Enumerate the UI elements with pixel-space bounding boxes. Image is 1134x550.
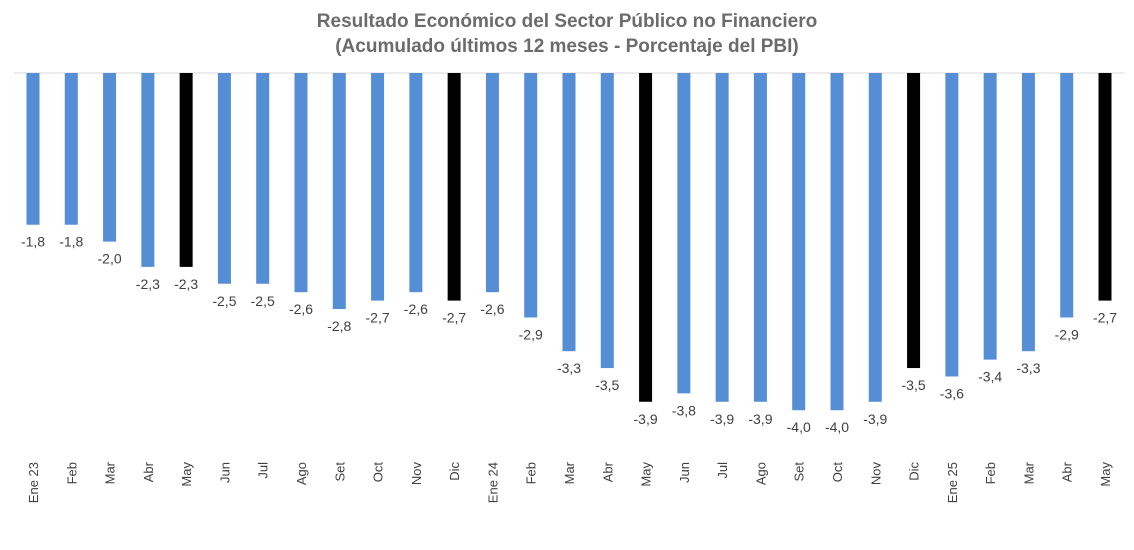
data-label: -2,6 <box>404 301 428 317</box>
chart-subtitle: (Acumulado últimos 12 meses - Porcentaje… <box>335 36 799 57</box>
bar <box>371 73 385 301</box>
data-label: -3,8 <box>672 402 696 418</box>
bar <box>600 73 614 369</box>
data-label: -2,6 <box>289 301 313 317</box>
bar <box>256 73 270 284</box>
x-tick-label: Oct <box>371 462 386 483</box>
x-tick-label: Feb <box>524 462 539 484</box>
x-tick-label: Jul <box>256 462 271 479</box>
data-label: -2,3 <box>136 276 160 292</box>
bar <box>409 73 423 293</box>
data-label: -3,6 <box>940 385 964 401</box>
x-tick-label: Mar <box>103 461 118 484</box>
bar <box>907 73 921 369</box>
x-tick-label: Ene 24 <box>485 462 500 503</box>
data-label: -3,9 <box>863 411 887 427</box>
bar <box>524 73 538 318</box>
bar <box>1021 73 1035 352</box>
data-label: -3,4 <box>978 369 1002 385</box>
bar <box>792 73 806 411</box>
data-label: -2,8 <box>327 318 351 334</box>
x-tick-label: Ene 23 <box>26 462 41 503</box>
x-tick-label: Mar <box>1021 461 1036 484</box>
bar <box>753 73 767 402</box>
x-tick-label: May <box>179 462 194 487</box>
bar <box>868 73 882 402</box>
x-tick-label: Dic <box>447 462 462 481</box>
data-label: -2,7 <box>442 310 466 326</box>
x-tick-label: Jul <box>715 462 730 479</box>
bar <box>294 73 308 293</box>
data-label: -3,9 <box>710 411 734 427</box>
data-label: -2,7 <box>366 310 390 326</box>
bar <box>64 73 78 225</box>
bar <box>332 73 346 310</box>
data-label: -1,8 <box>59 234 83 250</box>
x-tick-label: May <box>639 462 654 487</box>
data-label: -4,0 <box>787 419 811 435</box>
x-tick-label: Jun <box>677 462 692 483</box>
x-tick-label: Set <box>332 462 347 482</box>
x-tick-label: Ago <box>753 462 768 485</box>
bar <box>141 73 155 267</box>
x-tick-label: Ago <box>294 462 309 485</box>
x-tick-label: Dic <box>907 462 922 481</box>
bar <box>562 73 576 352</box>
data-label: -2,3 <box>174 276 198 292</box>
x-tick-label: May <box>1098 462 1113 487</box>
bar <box>715 73 729 402</box>
data-label: -3,9 <box>748 411 772 427</box>
bar <box>179 73 193 267</box>
chart-title: Resultado Económico del Sector Público n… <box>316 11 818 32</box>
data-label: -2,7 <box>1093 310 1117 326</box>
bar <box>1098 73 1112 301</box>
bar <box>677 73 691 394</box>
bar <box>26 73 40 225</box>
bar <box>1060 73 1074 318</box>
data-label: -3,5 <box>595 377 619 393</box>
x-tick-label: Oct <box>830 462 845 483</box>
data-label: -2,9 <box>519 326 543 342</box>
x-tick-label: Nov <box>409 462 424 486</box>
x-tick-label: Ene 25 <box>945 462 960 503</box>
x-tick-label: Abr <box>600 461 615 482</box>
data-label: -3,9 <box>634 411 658 427</box>
bar <box>217 73 231 284</box>
x-tick-label: Feb <box>983 462 998 484</box>
data-label: -1,8 <box>21 234 45 250</box>
data-label: -3,3 <box>1016 360 1040 376</box>
bar <box>103 73 117 242</box>
x-tick-label: Jun <box>217 462 232 483</box>
data-label: -3,3 <box>557 360 581 376</box>
data-label: -2,5 <box>212 293 236 309</box>
data-label: -2,0 <box>98 251 122 267</box>
bar <box>447 73 461 301</box>
x-tick-label: Abr <box>1060 461 1075 482</box>
bar <box>639 73 653 402</box>
x-tick-label: Nov <box>868 462 883 486</box>
bar <box>830 73 844 411</box>
x-tick-label: Set <box>792 462 807 482</box>
x-tick-label: Abr <box>141 461 156 482</box>
bar <box>983 73 997 360</box>
bar <box>485 73 499 293</box>
data-label: -2,5 <box>251 293 275 309</box>
data-label: -2,9 <box>1055 326 1079 342</box>
x-tick-label: Feb <box>64 462 79 484</box>
data-label: -4,0 <box>825 419 849 435</box>
data-label: -2,6 <box>480 301 504 317</box>
x-tick-label: Mar <box>562 461 577 484</box>
bar <box>945 73 959 377</box>
data-label: -3,5 <box>902 377 926 393</box>
